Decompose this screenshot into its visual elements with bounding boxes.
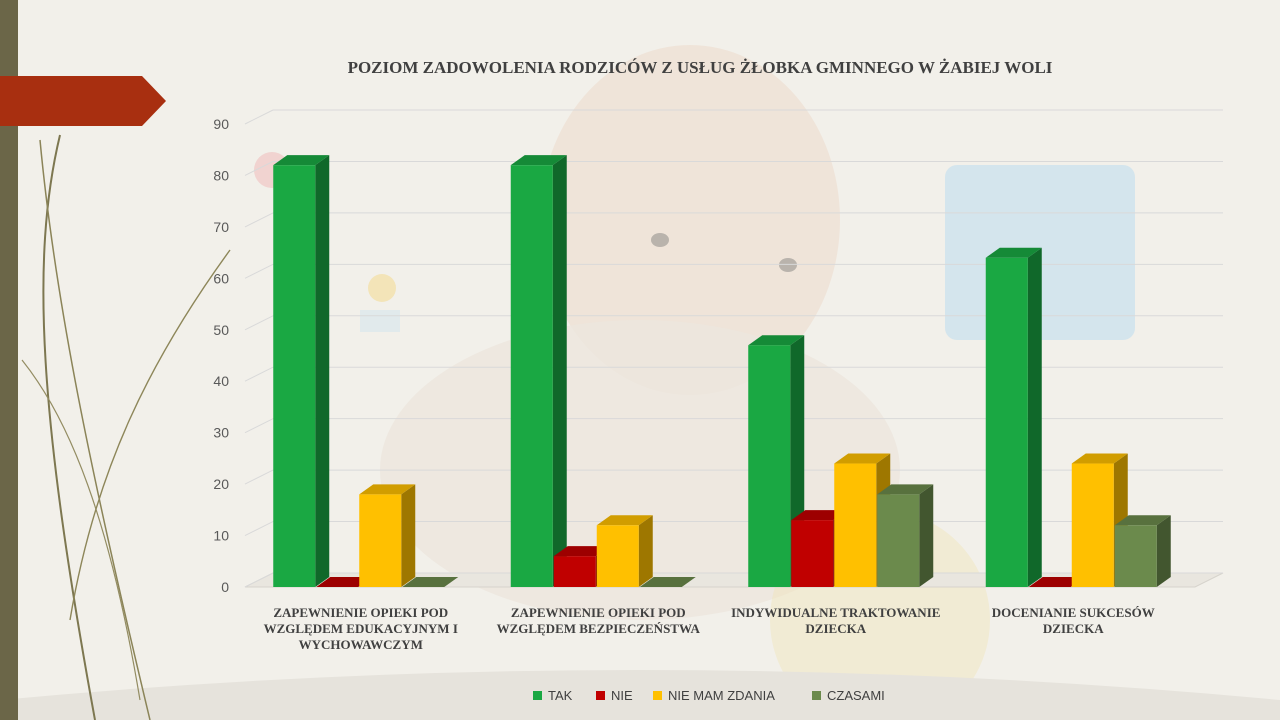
bar-front [273,165,316,587]
bar-side [1156,515,1171,587]
bar-front [985,257,1028,587]
category-label: DOCENIANIE SUKCESÓW DZIECKA [991,605,1155,636]
bar-top [510,155,567,166]
y-tick-label: 60 [213,270,229,286]
legend-item-nie: NIE [596,688,633,703]
bar-top [316,577,373,587]
bar-side [919,484,934,587]
legend-label: NIE MAM ZDANIA [668,688,775,703]
legend-swatch [653,691,662,700]
bar-front [877,494,920,587]
bar-top [877,484,934,495]
bar [1114,515,1171,587]
gridline-side [244,263,274,279]
gridline-side [244,160,274,176]
legend-swatch [533,691,542,700]
bar-front [834,463,877,587]
legend-label: CZASAMI [827,688,885,703]
bar-top [639,577,696,587]
bar [639,577,696,587]
gridline-side [244,366,274,382]
category-label: ZAPEWNIENIE OPIEKI POD WZGLĘDEM EDUKACYJ… [263,605,458,652]
y-tick-label: 20 [213,476,229,492]
bar-top [834,453,891,464]
y-tick-label: 50 [213,322,229,338]
left-accent-bar [0,0,18,720]
bar-side [401,484,416,587]
bar [1028,577,1085,587]
gridline-side [244,418,274,434]
gridline-side [244,109,274,125]
bar-front [748,345,791,587]
bar [596,515,653,587]
bar-side [1027,247,1042,587]
bar [359,484,416,587]
bar [985,247,1042,587]
bar-top [748,335,805,346]
gridline-side [244,521,274,537]
bar [402,577,459,587]
bar-top [553,546,610,557]
bar-front [359,494,402,587]
legend-swatch [812,691,821,700]
chart-bars [273,155,1171,587]
bar-side [315,155,330,587]
gridline-side [244,212,274,228]
bar-front [596,525,639,587]
legend-item-tak: TAK [533,688,572,703]
bar [877,484,934,587]
bar-top [1071,453,1128,464]
bar-front [510,165,553,587]
y-tick-label: 30 [213,425,229,441]
legend: TAK NIE NIE MAM ZDANIA CZASAMI [0,688,1280,710]
legend-label: NIE [611,688,633,703]
y-axis: 0 10 20 30 40 50 60 70 80 90 [213,116,229,595]
legend-item-czasami: CZASAMI [812,688,885,703]
chart-title: POZIOM ZADOWOLENIA RODZICÓW Z USŁUG ŻŁOB… [347,58,1053,77]
legend-swatch [596,691,605,700]
y-tick-label: 90 [213,116,229,132]
bar-top [402,577,459,587]
legend-label: TAK [548,688,573,703]
bar [316,577,373,587]
gridline-side [244,315,274,331]
bar-side [638,515,653,587]
bar-top [1028,577,1085,587]
category-label: INDYWIDUALNE TRAKTOWANIE DZIECKA [731,605,941,636]
y-tick-label: 80 [213,167,229,183]
bar [510,155,567,587]
y-tick-label: 40 [213,373,229,389]
gridline-side [244,469,274,485]
bar [273,155,330,587]
bar-front [553,556,596,587]
title-tab-shape [0,76,166,126]
bar-top [359,484,416,495]
bar-top [1114,515,1171,526]
category-label: ZAPEWNIENIE OPIEKI POD WZGLĘDEM BEZPIECZ… [496,605,700,636]
bar-front [1071,463,1114,587]
bar-top [596,515,653,526]
bar-top [791,510,848,521]
legend-item-nie-mam-zdania: NIE MAM ZDANIA [653,688,775,703]
bar-top [985,247,1042,258]
bar-side [552,155,567,587]
y-tick-label: 10 [213,528,229,544]
bar-top [273,155,330,166]
bar-front [791,520,834,587]
bar-front [1114,525,1157,587]
y-tick-label: 0 [221,579,229,595]
gridline-side [244,572,274,588]
y-tick-label: 70 [213,219,229,235]
